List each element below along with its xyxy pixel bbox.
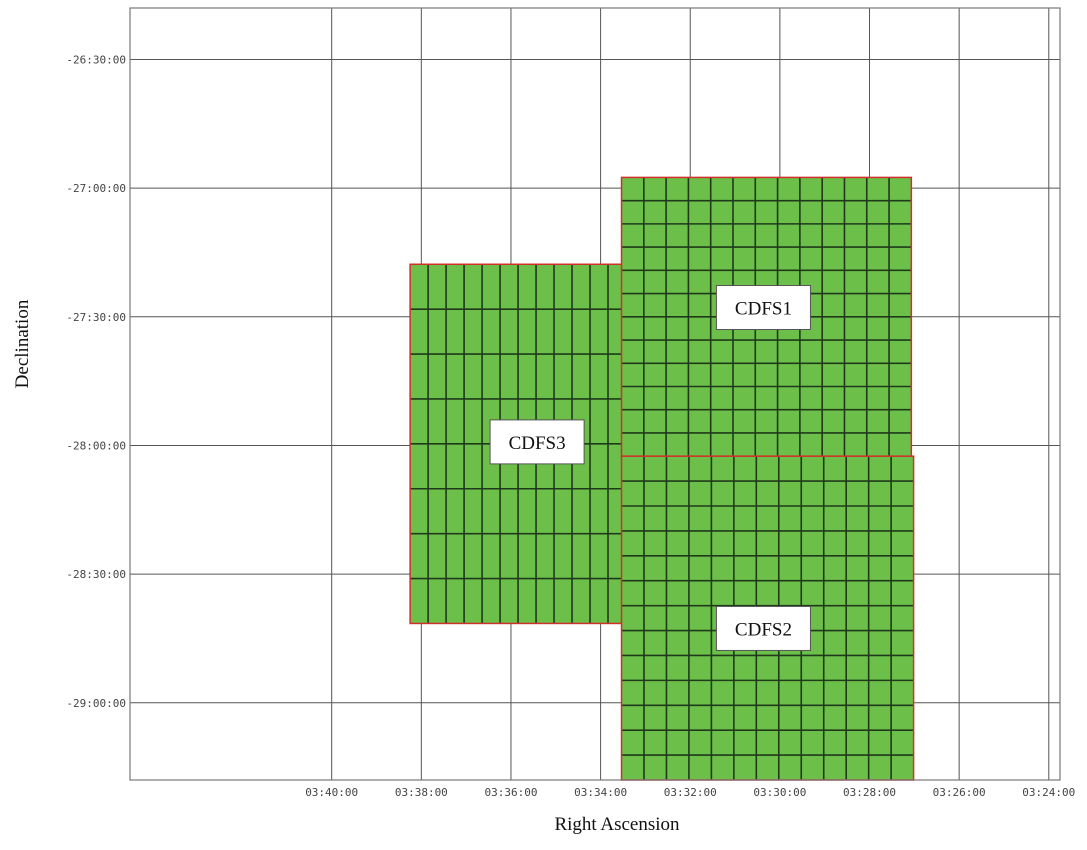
y-tick-label: -29:00:00 [66,697,126,710]
label-background [715,605,811,651]
y-axis-title: Declination [12,299,33,388]
plot-frame [129,7,1061,781]
field-label-box: CDFS2 [715,605,811,651]
field-label-box: CDFS3 [489,419,585,465]
x-tick-label: 03:32:00 [664,786,717,799]
y-tick-labels: -26:30:00 -27:00:00 -27:30:00 -28:00:00 -28:… [66,53,126,709]
x-tick-labels: 03:40:00 03:38:00 03:36:00 03:34:00 03:32:00… [305,786,1075,799]
x-tick-label: 03:40:00 [305,786,358,799]
y-tick-label: -28:30:00 [66,568,126,581]
x-tick-label: 03:38:00 [395,786,448,799]
y-tick-label: -28:00:00 [66,439,126,452]
x-tick-label: 03:36:00 [484,786,537,799]
survey-fields [409,176,915,781]
field-label-text: CDFS3 [509,433,566,454]
label-background [715,285,811,331]
x-tick-label: 03:30:00 [753,786,806,799]
y-tick-label: -27:00:00 [66,182,126,195]
x-tick-label: 03:34:00 [574,786,627,799]
field-label-text: CDFS1 [735,299,792,320]
field-label-box: CDFS1 [715,285,811,331]
x-tick-label: 03:24:00 [1022,786,1075,799]
field-labels: CDFS1 CDFS3 CDFS2 [489,285,811,651]
x-axis-title: Right Ascension [554,814,680,835]
x-tick-label: 03:26:00 [933,786,986,799]
field-label-text: CDFS2 [735,619,792,640]
x-tick-label: 03:28:00 [843,786,896,799]
label-background [489,419,585,465]
y-tick-label: -27:30:00 [66,311,126,324]
y-tick-label: -26:30:00 [66,53,126,66]
